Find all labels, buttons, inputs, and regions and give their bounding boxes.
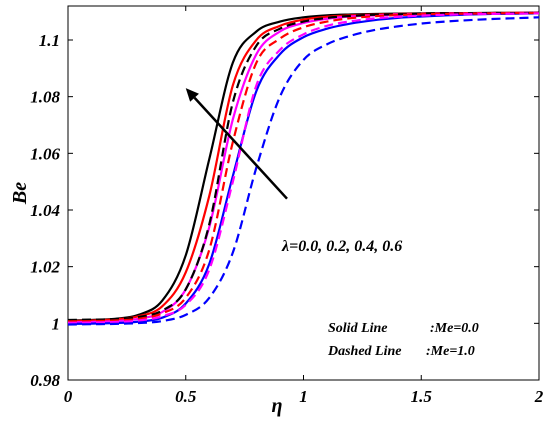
y-tick-label: 1.04 <box>30 201 60 220</box>
y-tick-label: 1 <box>52 314 61 333</box>
y-tick-label: 1.1 <box>39 31 60 50</box>
y-tick-label: 1.06 <box>30 144 60 163</box>
arrow-annotation <box>185 88 288 200</box>
x-axis-title: η <box>272 395 283 417</box>
lambda-annotation: λ=0.0, 0.2, 0.4, 0.6 <box>281 238 402 255</box>
y-axis-ticks: 0.98 1 1.02 1.04 1.06 1.08 1.1 <box>30 31 539 390</box>
arrow-shaft <box>193 96 288 200</box>
y-tick-label: 0.98 <box>30 371 60 390</box>
legend-dashed-value: :Me=1.0 <box>426 344 475 359</box>
series-line-dashed-1 <box>67 11 540 323</box>
x-tick-label: 1.5 <box>411 387 433 406</box>
x-tick-label: 1 <box>299 387 308 406</box>
series-line-dashed-0 <box>67 11 540 322</box>
x-axis-ticks: 0 0.5 1 1.5 2 <box>64 6 544 406</box>
series-lines <box>67 11 540 326</box>
x-tick-label: 0.5 <box>175 387 197 406</box>
x-tick-label: 2 <box>534 387 544 406</box>
y-axis-title: Be <box>9 182 31 205</box>
legend-dashed-label: Dashed Line <box>327 344 402 359</box>
series-line-dashed-2 <box>67 12 540 324</box>
x-tick-label: 0 <box>64 387 73 406</box>
legend-solid-value: :Me=0.0 <box>430 321 479 336</box>
arrow-head <box>185 88 199 102</box>
legend-solid-label: Solid Line <box>328 321 388 336</box>
y-tick-label: 1.02 <box>30 258 60 277</box>
y-tick-label: 1.08 <box>30 88 60 107</box>
series-line-dashed-3 <box>67 16 540 326</box>
